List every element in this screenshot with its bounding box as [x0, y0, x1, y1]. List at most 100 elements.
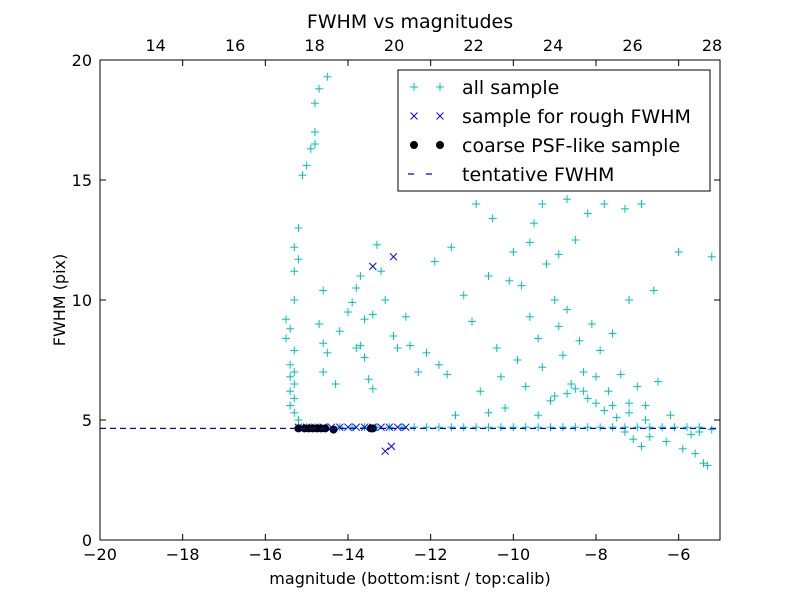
- data-point-1-43: [290, 380, 299, 388]
- data-point-1-42: [286, 372, 295, 381]
- data-point-1-86: [414, 368, 423, 376]
- data-point-1-130: [633, 382, 642, 391]
- top-x-tick-label: 20: [384, 36, 404, 55]
- legend-swatch-marker: [410, 141, 418, 149]
- data-point-2-12: [385, 423, 394, 432]
- data-point-1-58: [310, 128, 319, 136]
- data-point-1-144: [703, 461, 712, 470]
- data-point-1-53: [294, 224, 303, 232]
- data-point-1-88: [430, 257, 439, 266]
- data-point-2-18: [387, 442, 396, 451]
- data-point-1-140: [687, 430, 696, 439]
- data-point-2-13: [393, 423, 402, 432]
- data-point-1-79: [368, 310, 377, 319]
- legend-swatch-marker: [410, 112, 418, 120]
- data-point-1-20: [521, 423, 530, 432]
- data-point-1-62: [319, 286, 328, 295]
- data-point-1-128: [625, 399, 634, 408]
- data-point-1-46: [286, 401, 295, 410]
- data-point-1-124: [608, 329, 617, 338]
- x-tick-label: −8: [584, 545, 608, 564]
- data-point-1-64: [319, 339, 328, 348]
- data-point-1-96: [484, 272, 493, 280]
- data-point-1-114: [567, 380, 576, 388]
- data-point-1-104: [525, 312, 534, 321]
- data-point-1-145: [707, 252, 716, 261]
- legend-swatch-marker: [436, 141, 444, 149]
- data-point-1-160: [563, 389, 572, 398]
- x-tick-label: −16: [248, 545, 282, 564]
- legend-label: tentative FWHM: [462, 164, 614, 186]
- data-point-1-106: [534, 334, 543, 343]
- data-point-1-123: [604, 387, 613, 396]
- data-point-1-44: [286, 387, 295, 396]
- data-point-1-16: [472, 423, 481, 432]
- y-axis-title: FWHM (pix): [50, 254, 69, 347]
- top-x-tick-label: 22: [463, 36, 483, 55]
- data-point-2-8: [352, 423, 361, 432]
- legend-item: tentative FWHM: [408, 164, 614, 186]
- data-point-1-103: [521, 382, 530, 391]
- data-point-1-32: [670, 423, 679, 432]
- legend-swatch-marker: [436, 83, 444, 91]
- data-point-1-109: [546, 396, 555, 405]
- data-point-1-139: [678, 444, 687, 453]
- data-point-1-117: [579, 368, 588, 376]
- data-point-1-36: [282, 315, 290, 324]
- data-point-1-90: [443, 370, 452, 379]
- data-point-2-7-b: [344, 423, 352, 432]
- data-point-1-158: [505, 276, 514, 285]
- data-point-2-16-b: [389, 252, 398, 261]
- data-point-1-27: [608, 423, 617, 432]
- data-point-1-68: [335, 327, 344, 336]
- data-point-1-127: [620, 428, 629, 436]
- data-point-1-22: [546, 423, 555, 432]
- top-x-tick-label: 18: [304, 36, 324, 55]
- data-point-1-122: [600, 406, 609, 415]
- data-point-1-80: [372, 240, 381, 249]
- data-point-1-59: [315, 84, 324, 93]
- data-point-1-13: [434, 423, 443, 432]
- data-point-1-67: [331, 380, 340, 388]
- data-point-1-159: [550, 392, 559, 400]
- data-point-1-136: [662, 437, 671, 446]
- top-x-tick-label: 14: [145, 36, 165, 55]
- plot-area: [100, 72, 720, 470]
- data-point-1-168: [484, 408, 493, 417]
- x-axis-title: magnitude (bottom:isnt / top:calib): [269, 569, 550, 588]
- data-point-1-72: [356, 272, 365, 280]
- data-point-1-163: [592, 399, 600, 408]
- data-point-2-14: [402, 423, 410, 432]
- top-x-tick-label: 24: [543, 36, 563, 55]
- data-point-1-125: [612, 413, 621, 422]
- data-point-2-9-b: [360, 423, 369, 432]
- legend-box: [397, 69, 711, 192]
- data-point-1-85: [406, 341, 414, 350]
- data-point-1-26: [596, 423, 605, 432]
- data-point-1-83: [389, 332, 398, 340]
- data-point-1-76: [364, 375, 373, 384]
- data-point-1-18: [496, 423, 505, 432]
- data-point-1-82: [381, 296, 390, 304]
- data-point-1-129: [629, 435, 638, 444]
- data-point-1-75: [360, 353, 369, 362]
- data-point-1-93: [468, 317, 476, 326]
- y-tick-label: 0: [82, 531, 92, 550]
- data-point-1-47: [290, 408, 299, 417]
- data-point-1-156: [447, 243, 456, 252]
- data-point-2-14-b: [402, 423, 410, 432]
- data-point-1-137: [666, 411, 675, 420]
- data-point-1-69: [344, 308, 352, 316]
- data-point-1-166: [641, 401, 650, 410]
- legend-item: all sample: [410, 77, 559, 99]
- top-x-tick-label: 26: [622, 36, 642, 55]
- data-point-1-91: [451, 411, 460, 420]
- data-point-1-37: [286, 324, 295, 333]
- data-point-1-12: [422, 423, 431, 432]
- data-point-1-115: [571, 236, 580, 244]
- legend-item: sample for rough FWHM: [410, 106, 691, 128]
- data-point-1-165: [625, 408, 634, 417]
- data-point-1-155: [488, 214, 497, 223]
- data-point-1-164: [608, 401, 617, 410]
- data-point-1-74: [356, 341, 365, 350]
